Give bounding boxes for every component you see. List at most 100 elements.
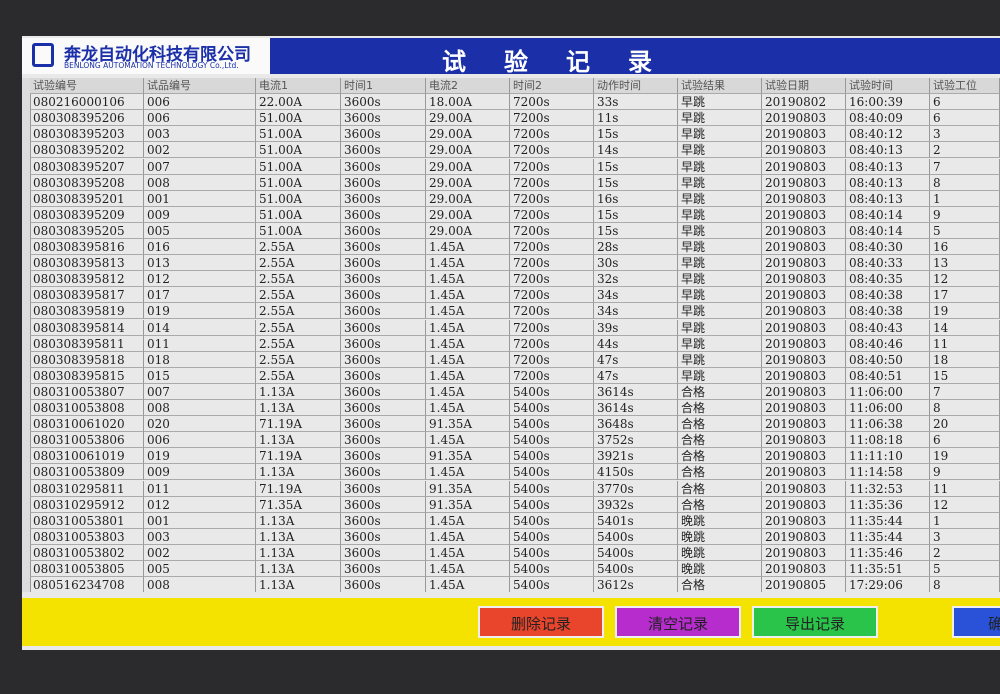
table-cell: 1.45A: [426, 255, 510, 272]
table-cell: 3600s: [341, 303, 426, 320]
table-cell: 7: [930, 158, 1000, 175]
table-cell: 15: [930, 367, 1000, 384]
company-name-en: BENLONG AUTOMATION TECHNOLOGY Co.,Ltd.: [64, 61, 239, 70]
action-button[interactable]: 确: [952, 606, 1000, 638]
table-cell: 08:40:13: [846, 190, 930, 207]
table-cell: 合格: [678, 464, 762, 481]
table-cell: 早跳: [678, 190, 762, 207]
table-cell: 08:40:14: [846, 206, 930, 223]
table-cell: 7: [930, 383, 1000, 400]
table-cell: 013: [144, 255, 256, 272]
table-cell: 080216000106: [30, 94, 144, 111]
table-cell: 3932s: [594, 496, 678, 513]
action-button[interactable]: 清空记录: [615, 606, 741, 638]
table-cell: 7200s: [510, 158, 594, 175]
table-cell: 1.13A: [256, 400, 341, 416]
table-cell: 7200s: [510, 303, 594, 320]
table-cell: 1.13A: [256, 561, 341, 577]
table-cell: 早跳: [678, 287, 762, 304]
table-cell: 5400s: [510, 577, 594, 592]
table-cell: 71.35A: [256, 496, 341, 513]
table-cell: 3600s: [341, 319, 426, 336]
table-cell: 3614s: [594, 383, 678, 400]
table-cell: 3: [930, 528, 1000, 545]
table-cell: 3770s: [594, 480, 678, 497]
table-cell: 合格: [678, 496, 762, 513]
table-cell: 7200s: [510, 287, 594, 304]
table-cell: 30s: [594, 255, 678, 272]
table-cell: 12: [930, 496, 1000, 513]
table-cell: 20190803: [762, 432, 846, 449]
table-cell: 08:40:13: [846, 142, 930, 159]
table-cell: 6: [930, 432, 1000, 449]
table-cell: 5: [930, 222, 1000, 239]
table-cell: 合格: [678, 400, 762, 416]
table-cell: 合格: [678, 577, 762, 592]
table-cell: 51.00A: [256, 110, 341, 127]
table-cell: 080308395201: [30, 190, 144, 207]
table-cell: 18.00A: [426, 94, 510, 111]
table-cell: 1.45A: [426, 561, 510, 577]
table-cell: 20: [930, 416, 1000, 433]
column-header: 电流1: [256, 78, 341, 94]
table-cell: 早跳: [678, 367, 762, 384]
table-cell: 5400s: [594, 544, 678, 561]
table-cell: 5401s: [594, 512, 678, 529]
table-cell: 2: [930, 142, 1000, 159]
table-cell: 20190803: [762, 400, 846, 416]
table-cell: 08:40:09: [846, 110, 930, 127]
table-cell: 早跳: [678, 126, 762, 143]
table-cell: 20190803: [762, 174, 846, 191]
table-cell: 51.00A: [256, 206, 341, 223]
action-button[interactable]: 导出记录: [752, 606, 878, 638]
table-cell: 1.13A: [256, 432, 341, 449]
table-cell: 5400s: [510, 448, 594, 465]
table-cell: 005: [144, 561, 256, 577]
table-cell: 3600s: [341, 448, 426, 465]
table-cell: 早跳: [678, 110, 762, 127]
table-cell: 20190803: [762, 142, 846, 159]
table-cell: 080308395813: [30, 255, 144, 272]
table-cell: 5: [930, 561, 1000, 577]
table-cell: 003: [144, 528, 256, 545]
table-cell: 20190803: [762, 464, 846, 481]
table-cell: 006: [144, 432, 256, 449]
table-cell: 早跳: [678, 255, 762, 272]
table-cell: 71.19A: [256, 448, 341, 465]
table-cell: 080308395814: [30, 319, 144, 336]
table-cell: 7200s: [510, 110, 594, 127]
table-cell: 1.13A: [256, 544, 341, 561]
table-cell: 019: [144, 448, 256, 465]
table-cell: 11:06:00: [846, 400, 930, 416]
table-cell: 3600s: [341, 512, 426, 529]
table-cell: 合格: [678, 416, 762, 433]
table-cell: 11:32:53: [846, 480, 930, 497]
table-cell: 016: [144, 239, 256, 255]
table-cell: 2.55A: [256, 351, 341, 368]
table-cell: 3600s: [341, 126, 426, 143]
table-cell: 51.00A: [256, 190, 341, 207]
action-button[interactable]: 删除记录: [478, 606, 604, 638]
table-cell: 1.45A: [426, 512, 510, 529]
table-cell: 006: [144, 94, 256, 111]
table-cell: 早跳: [678, 222, 762, 239]
table-cell: 16s: [594, 190, 678, 207]
table-cell: 08:40:13: [846, 158, 930, 175]
company-name: 奔龙自动化科技有限公司: [64, 45, 251, 65]
table-cell: 1.45A: [426, 400, 510, 416]
table-cell: 080308395818: [30, 351, 144, 368]
table-cell: 7200s: [510, 94, 594, 111]
table-cell: 晚跳: [678, 561, 762, 577]
table-cell: 015: [144, 367, 256, 384]
table-cell: 3600s: [341, 94, 426, 111]
table-cell: 3: [930, 126, 1000, 143]
table-cell: 012: [144, 271, 256, 288]
table-cell: 20190803: [762, 512, 846, 529]
table-cell: 080308395208: [30, 174, 144, 191]
table-cell: 51.00A: [256, 126, 341, 143]
table-cell: 001: [144, 512, 256, 529]
table-cell: 002: [144, 544, 256, 561]
table-cell: 5400s: [510, 416, 594, 433]
table-cell: 002: [144, 142, 256, 159]
